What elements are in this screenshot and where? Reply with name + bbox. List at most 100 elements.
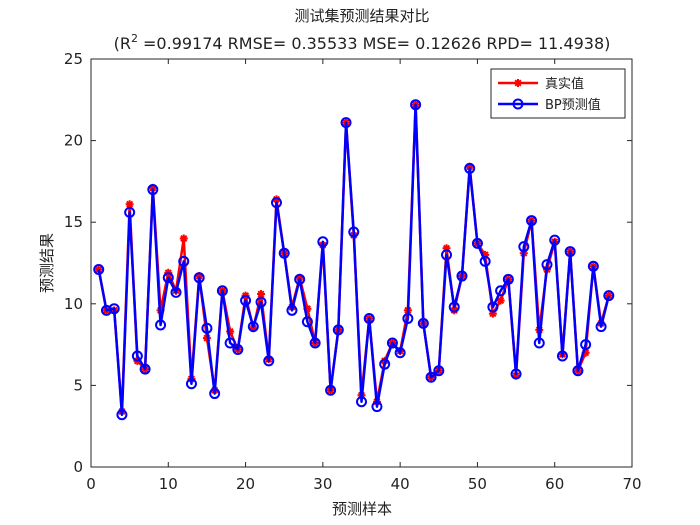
point-series-2 bbox=[564, 246, 576, 258]
x-tick-label: 50 bbox=[468, 475, 487, 493]
point-series-1 bbox=[125, 200, 134, 209]
point-series-2 bbox=[162, 272, 174, 284]
point-series-2 bbox=[209, 388, 221, 400]
point-series-2 bbox=[317, 236, 329, 248]
point-series-2 bbox=[394, 347, 406, 359]
point-series-2 bbox=[603, 290, 615, 302]
point-series-1 bbox=[496, 296, 505, 305]
point-series-2 bbox=[240, 295, 252, 307]
point-series-2 bbox=[487, 301, 499, 313]
point-series-2 bbox=[139, 363, 151, 375]
y-axis: 0 5 10 15 20 25 bbox=[64, 50, 632, 476]
point-series-2 bbox=[301, 316, 313, 328]
point-series-2 bbox=[131, 350, 143, 362]
point-series-1 bbox=[295, 273, 304, 282]
legend-label-series-1: 真实值 bbox=[545, 76, 584, 92]
point-series-1 bbox=[257, 290, 266, 299]
point-series-2 bbox=[294, 273, 306, 285]
point-series-2 bbox=[479, 255, 491, 267]
point-series-1 bbox=[249, 324, 258, 333]
series-layer bbox=[93, 99, 615, 421]
point-series-2 bbox=[255, 296, 267, 308]
point-series-2 bbox=[348, 226, 360, 238]
y-tick-label: 0 bbox=[73, 458, 83, 476]
point-series-2 bbox=[325, 384, 337, 396]
point-series-2 bbox=[108, 303, 120, 315]
subtitle-superscript: 2 bbox=[131, 32, 138, 45]
point-series-2 bbox=[309, 337, 321, 349]
legend-marker-series-2 bbox=[512, 98, 524, 110]
point-series-2 bbox=[572, 365, 584, 377]
point-series-2 bbox=[541, 259, 553, 271]
point-series-2 bbox=[247, 321, 259, 333]
point-series-2 bbox=[510, 368, 522, 380]
subtitle-prefix: (R bbox=[114, 34, 131, 53]
point-series-2 bbox=[526, 215, 538, 227]
x-axis-label: 预测样本 bbox=[332, 500, 392, 518]
point-series-2 bbox=[556, 350, 568, 362]
chart-title: 测试集预测结果对比 bbox=[294, 7, 429, 25]
point-series-2 bbox=[502, 273, 514, 285]
point-series-2 bbox=[580, 339, 592, 351]
point-series-2 bbox=[193, 272, 205, 284]
point-series-1 bbox=[303, 304, 312, 313]
point-series-1 bbox=[450, 306, 459, 315]
x-tick-label: 30 bbox=[313, 475, 332, 493]
y-tick-label: 15 bbox=[64, 213, 83, 231]
point-series-2 bbox=[185, 378, 197, 390]
point-series-1 bbox=[481, 250, 490, 259]
point-series-2 bbox=[402, 312, 414, 324]
point-series-2 bbox=[116, 409, 128, 421]
point-series-2 bbox=[232, 343, 244, 355]
point-series-2 bbox=[332, 324, 344, 336]
point-series-2 bbox=[410, 99, 422, 111]
point-series-2 bbox=[533, 337, 545, 349]
legend-label-series-2: BP预测值 bbox=[545, 97, 601, 113]
legend-marker-series-1 bbox=[514, 79, 522, 87]
point-series-2 bbox=[201, 322, 213, 334]
point-series-2 bbox=[263, 355, 275, 367]
point-series-2 bbox=[595, 321, 607, 333]
y-tick-label: 5 bbox=[73, 376, 83, 394]
point-series-2 bbox=[417, 317, 429, 329]
point-series-2 bbox=[178, 255, 190, 267]
x-tick-label: 70 bbox=[622, 475, 641, 493]
point-series-1 bbox=[195, 272, 204, 281]
x-tick-label: 40 bbox=[391, 475, 410, 493]
x-tick-label: 60 bbox=[545, 475, 564, 493]
point-series-2 bbox=[278, 247, 290, 259]
y-tick-label: 25 bbox=[64, 50, 83, 68]
point-series-1 bbox=[226, 327, 235, 336]
point-series-1 bbox=[512, 371, 521, 380]
legend-star bbox=[514, 79, 522, 87]
point-series-2 bbox=[356, 396, 367, 408]
chart-subtitle: (R2 =0.99174 RMSE= 0.35533 MSE= 0.12626 … bbox=[114, 32, 611, 53]
y-tick-label: 20 bbox=[64, 132, 83, 150]
point-series-2 bbox=[363, 312, 375, 324]
point-series-2 bbox=[456, 270, 468, 282]
point-series-2 bbox=[433, 365, 445, 377]
point-series-2 bbox=[270, 197, 282, 209]
y-axis-label: 预测结果 bbox=[38, 233, 56, 293]
point-series-2 bbox=[286, 304, 298, 316]
x-axis: 0 10 20 30 40 50 60 70 bbox=[86, 59, 642, 493]
point-series-2 bbox=[518, 241, 530, 253]
x-tick-label: 10 bbox=[159, 475, 178, 493]
point-series-2 bbox=[93, 264, 105, 276]
point-series-2 bbox=[464, 162, 476, 174]
point-series-1 bbox=[442, 244, 451, 253]
point-series-2 bbox=[549, 234, 561, 246]
y-tick-label: 10 bbox=[64, 295, 83, 313]
point-series-1 bbox=[488, 309, 497, 318]
point-series-2 bbox=[170, 286, 182, 298]
point-series-2 bbox=[224, 337, 236, 349]
point-series-1 bbox=[581, 348, 590, 357]
subtitle-suffix: =0.99174 RMSE= 0.35533 MSE= 0.12626 RPD=… bbox=[138, 34, 610, 53]
point-series-2 bbox=[448, 301, 460, 313]
legend: 真实值 BP预测值 bbox=[490, 68, 626, 119]
point-series-2 bbox=[386, 337, 398, 349]
point-series-2 bbox=[340, 117, 352, 129]
point-series-2 bbox=[379, 358, 391, 370]
point-series-1 bbox=[465, 162, 474, 171]
